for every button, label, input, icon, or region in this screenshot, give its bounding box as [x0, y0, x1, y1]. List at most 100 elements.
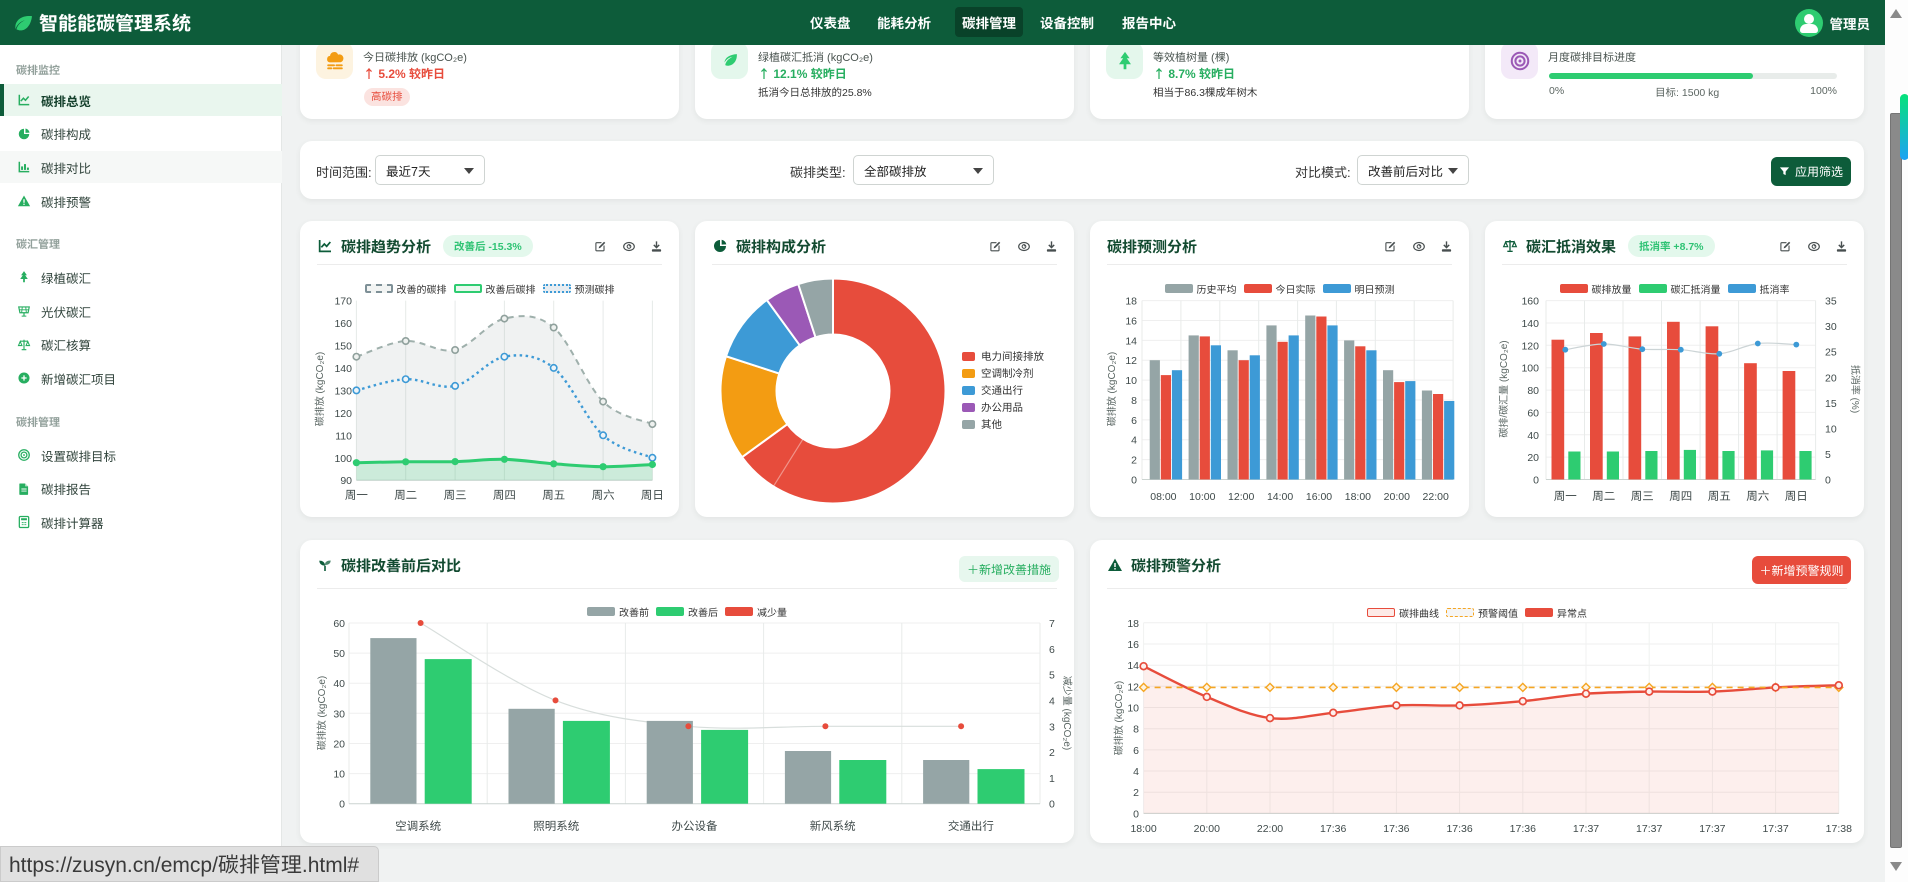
svg-text:20:00: 20:00: [1384, 491, 1410, 503]
svg-text:0: 0: [1533, 475, 1539, 487]
svg-text:18:00: 18:00: [1130, 823, 1156, 835]
svg-text:120: 120: [334, 408, 352, 420]
svg-text:140: 140: [1521, 318, 1539, 330]
svg-text:18:00: 18:00: [1345, 491, 1371, 503]
svg-text:办公设备: 办公设备: [672, 820, 718, 833]
svg-text:12:00: 12:00: [1228, 491, 1254, 503]
svg-text:20:00: 20:00: [1194, 823, 1220, 835]
svg-text:10: 10: [1127, 703, 1139, 715]
svg-text:10: 10: [1125, 375, 1137, 387]
svg-text:14: 14: [1125, 335, 1137, 347]
svg-text:0: 0: [339, 799, 345, 811]
svg-text:电力间接排放: 电力间接排放: [981, 351, 1044, 363]
svg-text:碳排/碳汇量 (kgCO₂e): 碳排/碳汇量 (kgCO₂e): [1498, 340, 1510, 437]
svg-text:80: 80: [1527, 385, 1539, 397]
svg-text:10:00: 10:00: [1189, 491, 1215, 503]
svg-text:17:37: 17:37: [1699, 823, 1725, 835]
svg-text:周一: 周一: [345, 489, 368, 502]
svg-text:8: 8: [1131, 395, 1137, 407]
svg-text:17:37: 17:37: [1762, 823, 1788, 835]
svg-text:0: 0: [1133, 808, 1139, 820]
svg-text:17:36: 17:36: [1446, 823, 1472, 835]
svg-text:周四: 周四: [1669, 490, 1692, 503]
svg-text:25: 25: [1825, 347, 1837, 359]
svg-text:周日: 周日: [641, 489, 664, 502]
svg-text:17:37: 17:37: [1636, 823, 1662, 835]
svg-text:14: 14: [1127, 660, 1139, 672]
svg-text:4: 4: [1131, 435, 1137, 447]
svg-text:12: 12: [1127, 681, 1139, 693]
svg-text:4: 4: [1133, 766, 1139, 778]
svg-text:17:37: 17:37: [1573, 823, 1599, 835]
svg-text:60: 60: [1527, 407, 1539, 419]
svg-text:22:00: 22:00: [1257, 823, 1283, 835]
svg-text:交通出行: 交通出行: [948, 820, 994, 833]
svg-text:35: 35: [1825, 296, 1837, 308]
svg-text:40: 40: [333, 678, 345, 690]
svg-text:150: 150: [334, 341, 352, 353]
svg-text:30: 30: [333, 708, 345, 720]
svg-text:0: 0: [1049, 799, 1055, 811]
svg-text:18: 18: [1125, 296, 1137, 308]
svg-text:16:00: 16:00: [1306, 491, 1332, 503]
svg-text:交通出行: 交通出行: [981, 385, 1023, 397]
svg-text:110: 110: [335, 430, 352, 442]
svg-text:周二: 周二: [394, 489, 417, 502]
svg-text:周六: 周六: [1746, 490, 1769, 503]
svg-text:60: 60: [333, 618, 345, 630]
svg-text:4: 4: [1049, 695, 1055, 707]
svg-text:5: 5: [1825, 449, 1831, 461]
svg-text:160: 160: [1521, 296, 1539, 308]
svg-text:50: 50: [333, 648, 345, 660]
svg-text:16: 16: [1125, 316, 1137, 328]
svg-text:周三: 周三: [1631, 490, 1654, 503]
svg-text:6: 6: [1131, 415, 1137, 427]
svg-text:17:36: 17:36: [1510, 823, 1536, 835]
svg-text:8: 8: [1133, 724, 1139, 736]
svg-text:14:00: 14:00: [1267, 491, 1293, 503]
svg-text:08:00: 08:00: [1150, 491, 1176, 503]
svg-text:20: 20: [1527, 452, 1539, 464]
svg-text:40: 40: [1527, 430, 1539, 442]
svg-text:碳排放 (kgCO₂e): 碳排放 (kgCO₂e): [1113, 681, 1125, 755]
svg-text:10: 10: [333, 769, 345, 781]
svg-text:周六: 周六: [592, 489, 615, 502]
svg-text:周二: 周二: [1592, 490, 1615, 503]
svg-text:5: 5: [1049, 670, 1055, 682]
svg-text:6: 6: [1049, 644, 1055, 656]
svg-text:抵消率 (%): 抵消率 (%): [1849, 365, 1861, 413]
svg-text:17:38: 17:38: [1826, 823, 1852, 835]
svg-text:1: 1: [1049, 773, 1055, 785]
svg-text:新风系统: 新风系统: [810, 820, 856, 833]
svg-text:15: 15: [1825, 398, 1837, 410]
svg-text:空调系统: 空调系统: [395, 820, 441, 833]
svg-text:16: 16: [1127, 639, 1139, 651]
svg-text:其他: 其他: [981, 419, 1002, 431]
svg-text:6: 6: [1133, 745, 1139, 757]
svg-text:120: 120: [1521, 340, 1539, 352]
svg-text:碳排放 (kgCO₂e): 碳排放 (kgCO₂e): [1106, 352, 1118, 426]
svg-text:减少量 (kgCO₂e): 减少量 (kgCO₂e): [1061, 676, 1073, 750]
svg-text:130: 130: [334, 385, 352, 397]
svg-text:周五: 周五: [1708, 490, 1731, 503]
svg-text:3: 3: [1049, 721, 1055, 733]
svg-text:0: 0: [1131, 475, 1137, 487]
svg-text:170: 170: [334, 296, 352, 308]
svg-text:20: 20: [1825, 372, 1837, 384]
svg-text:140: 140: [334, 363, 352, 375]
svg-text:18: 18: [1127, 618, 1139, 630]
svg-text:10: 10: [1825, 423, 1837, 435]
svg-text:17:36: 17:36: [1320, 823, 1346, 835]
svg-text:办公用品: 办公用品: [981, 402, 1023, 414]
svg-text:照明系统: 照明系统: [533, 820, 579, 833]
svg-text:2: 2: [1131, 455, 1137, 467]
svg-text:160: 160: [334, 318, 352, 330]
svg-text:空调制冷剂: 空调制冷剂: [981, 368, 1034, 380]
svg-text:周三: 周三: [444, 489, 467, 502]
svg-text:周日: 周日: [1785, 490, 1808, 503]
svg-text:碳排放 (kgCO₂e): 碳排放 (kgCO₂e): [316, 676, 328, 750]
svg-text:12: 12: [1125, 355, 1137, 367]
svg-text:周四: 周四: [493, 489, 516, 502]
svg-text:90: 90: [340, 475, 352, 487]
svg-text:100: 100: [1521, 363, 1539, 375]
